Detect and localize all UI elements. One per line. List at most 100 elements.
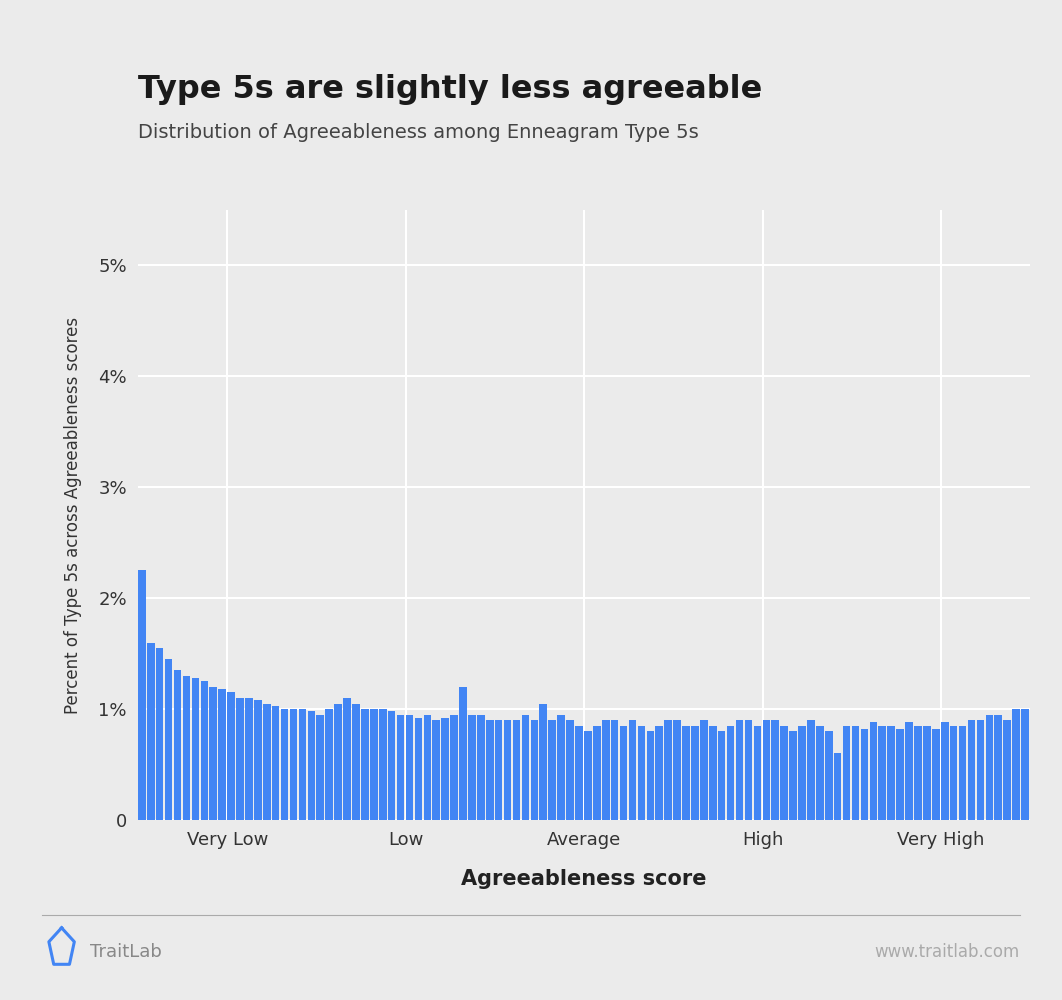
Bar (147, 643, 155, 820)
Text: TraitLab: TraitLab (90, 943, 162, 961)
Bar (450, 715, 458, 820)
Bar (236, 698, 244, 820)
Bar (967, 720, 975, 820)
Bar (397, 715, 405, 820)
Bar (994, 715, 1003, 820)
Bar (174, 670, 182, 820)
Bar (763, 720, 770, 820)
Bar (156, 648, 164, 820)
Bar (209, 687, 217, 820)
Bar (959, 726, 966, 820)
Bar (789, 731, 796, 820)
Bar (201, 681, 208, 820)
Bar (414, 718, 423, 820)
Bar (843, 726, 851, 820)
Bar (896, 729, 904, 820)
Bar (834, 753, 841, 820)
Bar (254, 700, 261, 820)
Bar (744, 720, 752, 820)
Bar (503, 720, 512, 820)
Bar (888, 726, 895, 820)
Bar (602, 720, 610, 820)
Bar (432, 720, 440, 820)
Bar (584, 731, 592, 820)
Bar (370, 709, 378, 820)
Bar (807, 720, 815, 820)
Bar (263, 704, 271, 820)
Bar (941, 722, 948, 820)
Y-axis label: Percent of Type 5s across Agreeableness scores: Percent of Type 5s across Agreeableness … (64, 316, 82, 714)
Bar (227, 692, 235, 820)
Bar (566, 720, 573, 820)
Bar (1022, 709, 1029, 820)
Bar (531, 720, 538, 820)
Bar (219, 689, 226, 820)
Bar (620, 726, 628, 820)
Bar (825, 731, 833, 820)
Bar (718, 731, 725, 820)
Bar (949, 726, 958, 820)
Bar (905, 722, 913, 820)
Bar (272, 706, 279, 820)
Bar (183, 676, 190, 820)
Bar (290, 709, 297, 820)
Text: Distribution of Agreeableness among Enneagram Type 5s: Distribution of Agreeableness among Enne… (138, 123, 699, 142)
Bar (593, 726, 601, 820)
Bar (1012, 709, 1020, 820)
Bar (379, 709, 387, 820)
Bar (637, 726, 646, 820)
Bar (852, 726, 859, 820)
Bar (986, 715, 993, 820)
Bar (245, 698, 253, 820)
Bar (923, 726, 930, 820)
Bar (388, 711, 395, 820)
Bar (165, 659, 172, 820)
Bar (700, 720, 707, 820)
Bar (495, 720, 502, 820)
Bar (977, 720, 984, 820)
Bar (325, 709, 333, 820)
Bar (280, 709, 289, 820)
Bar (521, 715, 529, 820)
Bar (353, 704, 360, 820)
Bar (665, 720, 672, 820)
Bar (771, 720, 780, 820)
Bar (335, 704, 342, 820)
Bar (191, 678, 200, 820)
Bar (513, 720, 520, 820)
Text: Type 5s are slightly less agreeable: Type 5s are slightly less agreeable (138, 74, 763, 105)
Bar (726, 726, 735, 820)
Bar (558, 715, 565, 820)
Bar (486, 720, 494, 820)
Bar (548, 720, 556, 820)
Bar (138, 570, 145, 820)
Bar (424, 715, 431, 820)
Bar (691, 726, 699, 820)
Bar (316, 715, 324, 820)
Bar (459, 687, 467, 820)
Bar (932, 729, 940, 820)
Bar (781, 726, 788, 820)
Bar (736, 720, 743, 820)
Bar (860, 729, 869, 820)
Bar (878, 726, 886, 820)
Bar (673, 720, 681, 820)
Bar (709, 726, 717, 820)
Bar (477, 715, 484, 820)
Bar (914, 726, 922, 820)
Bar (754, 726, 761, 820)
Bar (343, 698, 350, 820)
Bar (799, 726, 806, 820)
Bar (629, 720, 636, 820)
Text: www.traitlab.com: www.traitlab.com (874, 943, 1020, 961)
Bar (655, 726, 663, 820)
Bar (647, 731, 654, 820)
Bar (361, 709, 369, 820)
Bar (682, 726, 690, 820)
Bar (816, 726, 824, 820)
Bar (576, 726, 583, 820)
Bar (442, 718, 449, 820)
X-axis label: Agreeableness score: Agreeableness score (461, 869, 707, 889)
Bar (308, 711, 315, 820)
Bar (611, 720, 618, 820)
